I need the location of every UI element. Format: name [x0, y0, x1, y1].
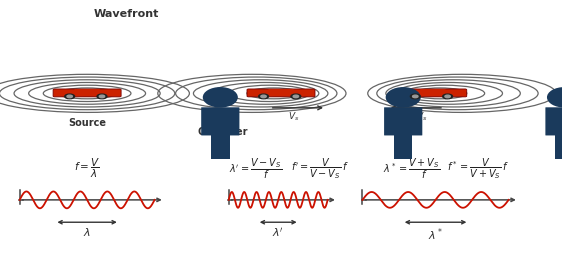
Text: $f'=\dfrac{V}{V-V_S}\,f$: $f'=\dfrac{V}{V-V_S}\,f$ — [292, 156, 349, 181]
Bar — [212, 135, 229, 159]
Text: $\lambda'=\dfrac{V-V_S}{f}$: $\lambda'=\dfrac{V-V_S}{f}$ — [229, 156, 282, 181]
Text: $\lambda'$: $\lambda'$ — [272, 226, 284, 239]
Bar — [555, 135, 562, 159]
Text: $V_s$: $V_s$ — [288, 110, 300, 123]
Bar — [211, 135, 228, 159]
Text: Observer: Observer — [198, 127, 248, 137]
Circle shape — [410, 94, 420, 99]
Circle shape — [291, 94, 301, 99]
Circle shape — [99, 95, 105, 98]
FancyBboxPatch shape — [53, 89, 121, 97]
Circle shape — [65, 94, 75, 99]
Polygon shape — [69, 90, 106, 94]
Text: Source: Source — [68, 118, 106, 128]
FancyBboxPatch shape — [399, 89, 466, 97]
Bar — [557, 135, 562, 159]
FancyBboxPatch shape — [247, 89, 315, 97]
Circle shape — [261, 95, 266, 98]
Bar — [396, 135, 413, 159]
Circle shape — [67, 95, 72, 98]
Circle shape — [259, 94, 269, 99]
Text: Wavefront: Wavefront — [94, 9, 159, 19]
Ellipse shape — [547, 87, 562, 108]
Polygon shape — [263, 90, 300, 94]
Circle shape — [97, 94, 107, 99]
Ellipse shape — [386, 87, 421, 108]
Text: $\lambda^*=\dfrac{V+V_S}{f}$: $\lambda^*=\dfrac{V+V_S}{f}$ — [383, 156, 441, 181]
FancyBboxPatch shape — [545, 107, 562, 135]
Polygon shape — [415, 90, 452, 94]
Circle shape — [443, 94, 452, 99]
Ellipse shape — [203, 87, 238, 108]
Text: $\lambda^*$: $\lambda^*$ — [428, 226, 443, 243]
FancyBboxPatch shape — [201, 107, 239, 135]
Text: $f^*=\dfrac{V}{V+V_S}\,f$: $f^*=\dfrac{V}{V+V_S}\,f$ — [447, 156, 509, 181]
Circle shape — [293, 95, 298, 98]
Text: $V_s$: $V_s$ — [416, 110, 427, 123]
Text: $\lambda$: $\lambda$ — [83, 226, 91, 238]
Text: $f=\dfrac{V}{\lambda}$: $f=\dfrac{V}{\lambda}$ — [74, 157, 100, 180]
Circle shape — [445, 95, 450, 98]
FancyBboxPatch shape — [384, 107, 422, 135]
Bar — [394, 135, 411, 159]
Circle shape — [413, 95, 418, 98]
